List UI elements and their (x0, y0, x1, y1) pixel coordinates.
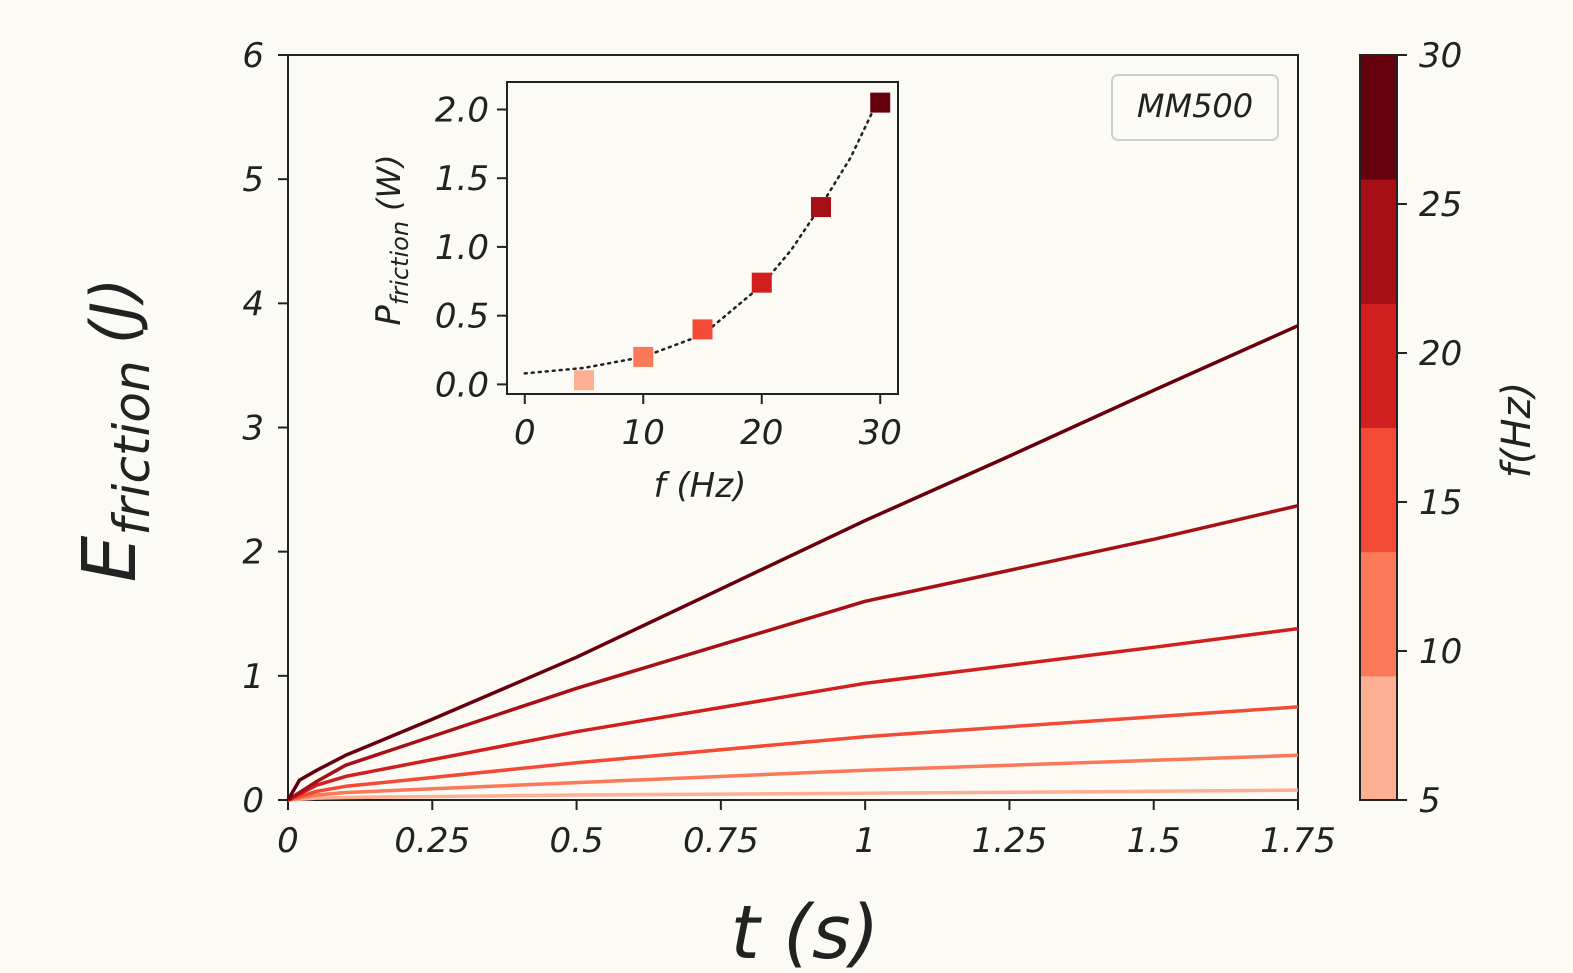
inset-x-tick-label: 30 (859, 413, 902, 453)
colorbar-frame (1359, 54, 1398, 801)
main-x-tick-label: 1 (854, 821, 876, 861)
inset-y-axis-label-unit: (W) (370, 154, 408, 211)
colorbar-ticks: 5 10 15 20 25 30 (1397, 36, 1462, 821)
main-x-tick-label: 0.75 (683, 821, 759, 861)
main-y-axis-label: Efriction (J) (67, 278, 161, 583)
main-y-axis-label-unit: (J) (77, 278, 150, 345)
legend-label: MM500 (1137, 87, 1253, 125)
series-line-f10 (287, 753, 1299, 802)
main-series-lines (286, 324, 1299, 802)
main-y-tick-label: 3 (242, 409, 264, 449)
main-y-tick-label: 2 (242, 533, 264, 573)
inset-y-tick-label: 0.0 (435, 365, 489, 405)
inset-point-f25 (810, 197, 831, 218)
colorbar-segment (1360, 427, 1397, 553)
inset-y-tick-label: 0.5 (435, 297, 489, 337)
inset-y-axis-label: Pfriction (W) (369, 154, 414, 325)
main-x-tick-label: 1.75 (1260, 821, 1336, 861)
inset-y-tick-label: 2.0 (435, 90, 489, 130)
colorbar-segment (1360, 303, 1397, 428)
legend: MM500 (1111, 74, 1279, 141)
inset-y-tick-label: 1.0 (435, 228, 489, 268)
inset-x-ticks: 0 10 20 30 (514, 394, 902, 453)
main-y-tick-label: 5 (242, 160, 264, 200)
inset-point-f15 (692, 319, 713, 340)
inset-x-axis-label: f (Hz) (654, 466, 747, 506)
main-y-tick-label: 0 (242, 781, 264, 821)
series-line-f20 (287, 626, 1299, 802)
colorbar-segment (1360, 551, 1397, 677)
inset-background (507, 82, 898, 394)
inset-point-f20 (751, 272, 772, 293)
colorbar-tick-label: 15 (1419, 483, 1462, 523)
colorbar-segment (1360, 179, 1397, 304)
inset-y-tick-label: 1.5 (435, 159, 489, 199)
colorbar-tick-label: 30 (1419, 36, 1462, 76)
main-y-axis-label-main: E (67, 535, 153, 582)
main-x-tick-label: 0.5 (550, 821, 604, 861)
colorbar-tick-label: 25 (1419, 185, 1462, 225)
legend-box (1111, 74, 1279, 141)
main-x-tick-label: 0 (277, 821, 299, 861)
series-line-f30 (286, 324, 1299, 801)
main-y-ticks: 0 1 2 3 4 5 6 (242, 36, 288, 821)
colorbar: 5 10 15 20 25 30 f(Hz) (1359, 36, 1540, 821)
series-line-f15 (287, 705, 1299, 802)
inset-x-tick-label: 20 (740, 413, 783, 453)
colorbar-tick-label: 10 (1419, 632, 1462, 672)
inset-point-f5 (574, 370, 595, 391)
main-y-tick-label: 6 (242, 36, 264, 76)
main-x-axis-label: t (s) (731, 890, 880, 973)
inset-chart: 0 10 20 30 0.0 0.5 1.0 1.5 2.0 f (Hz) Pfriction… (369, 81, 902, 506)
colorbar-segment (1360, 55, 1397, 180)
inset-x-tick-label: 10 (622, 413, 665, 453)
colorbar-segment (1360, 675, 1397, 801)
inset-x-tick-label: 0 (514, 413, 536, 453)
inset-plot-frame (506, 81, 899, 395)
series-line-f5 (287, 788, 1299, 802)
inset-point-f30 (870, 92, 891, 113)
colorbar-segments (1360, 55, 1397, 801)
inset-y-axis-label-main: P (369, 305, 409, 326)
main-x-tick-label: 0.25 (394, 821, 470, 861)
inset-points (574, 92, 891, 391)
colorbar-tick-label: 20 (1419, 334, 1462, 374)
inset-y-axis-label-sub: friction (386, 221, 414, 305)
main-y-axis-label-sub: friction (103, 360, 161, 535)
colorbar-tick-label: 5 (1419, 781, 1441, 821)
main-y-tick-label: 1 (242, 657, 264, 697)
inset-point-f10 (633, 346, 654, 367)
colorbar-label: f(Hz) (1494, 382, 1540, 478)
main-chart: 0 0.25 0.5 0.75 1 1.25 1.5 1.75 0 1 2 3 4 5 6 t (s) E… (67, 36, 1336, 973)
inset-y-ticks: 0.0 0.5 1.0 1.5 2.0 (435, 90, 507, 405)
main-y-tick-label: 4 (242, 284, 264, 324)
main-x-tick-label: 1.5 (1127, 821, 1181, 861)
main-x-tick-label: 1.25 (972, 821, 1048, 861)
series-line-f25 (287, 503, 1299, 802)
main-x-ticks: 0 0.25 0.5 0.75 1 1.25 1.5 1.75 (277, 800, 1336, 861)
